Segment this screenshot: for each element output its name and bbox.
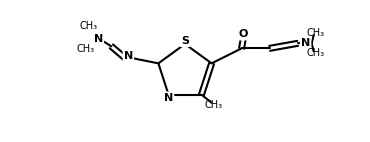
Text: N: N xyxy=(301,38,310,48)
Text: CH₃: CH₃ xyxy=(204,100,222,110)
Text: CH₃: CH₃ xyxy=(76,44,94,54)
Text: N: N xyxy=(124,51,133,61)
Text: N: N xyxy=(94,34,103,44)
Text: O: O xyxy=(239,29,248,39)
Text: CH₃: CH₃ xyxy=(307,48,325,58)
Text: CH₃: CH₃ xyxy=(79,21,97,31)
Text: CH₃: CH₃ xyxy=(307,28,325,38)
Text: S: S xyxy=(181,36,189,46)
Text: N: N xyxy=(164,93,173,103)
